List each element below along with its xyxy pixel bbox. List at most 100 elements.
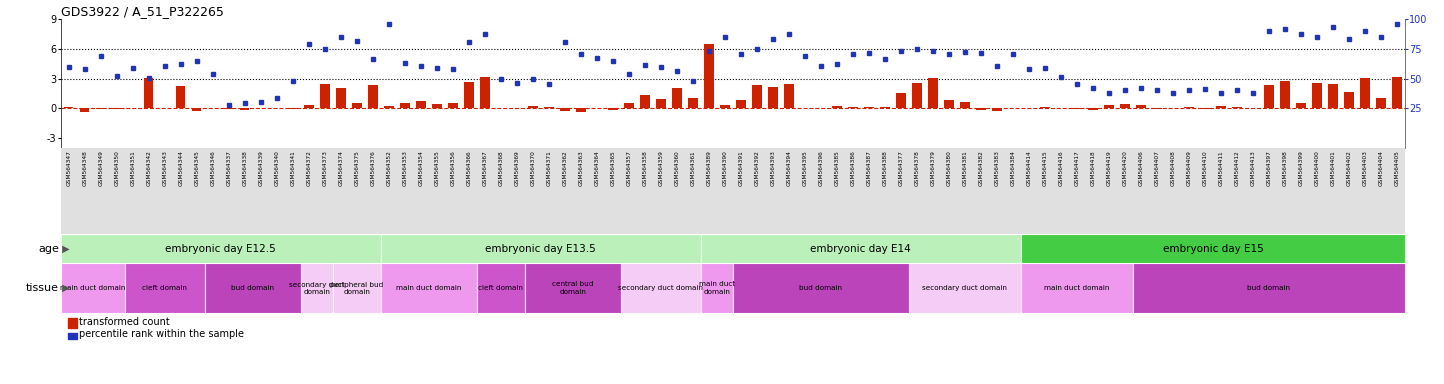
- Text: secondary duct domain: secondary duct domain: [618, 285, 703, 291]
- Text: GSM564401: GSM564401: [1330, 151, 1336, 186]
- Bar: [784, 84, 794, 108]
- Bar: [671, 88, 682, 108]
- Text: GSM564390: GSM564390: [722, 151, 728, 186]
- Text: GSM564337: GSM564337: [227, 151, 231, 186]
- Bar: [432, 104, 442, 108]
- Bar: [1134, 263, 1405, 313]
- Text: GSM564409: GSM564409: [1187, 151, 1191, 186]
- Bar: [205, 263, 300, 313]
- Text: GSM564361: GSM564361: [690, 151, 696, 186]
- Bar: [928, 78, 937, 108]
- Bar: [1200, 108, 1210, 109]
- Text: GSM564398: GSM564398: [1282, 151, 1288, 186]
- Text: GSM564402: GSM564402: [1346, 151, 1352, 186]
- Bar: [832, 106, 842, 108]
- Text: GSM564356: GSM564356: [451, 151, 455, 186]
- Text: GSM564340: GSM564340: [274, 151, 279, 186]
- Text: age: age: [39, 243, 59, 254]
- Text: GSM564358: GSM564358: [643, 151, 647, 186]
- Text: GSM564385: GSM564385: [835, 151, 839, 186]
- Text: GSM564357: GSM564357: [627, 151, 631, 186]
- Bar: [913, 83, 921, 108]
- Text: GSM564391: GSM564391: [738, 151, 744, 186]
- Text: GSM564395: GSM564395: [803, 151, 807, 186]
- Text: main duct
domain: main duct domain: [699, 281, 735, 295]
- Bar: [400, 103, 410, 108]
- Bar: [1071, 108, 1082, 109]
- Text: GSM564359: GSM564359: [658, 151, 663, 186]
- Text: GSM564365: GSM564365: [611, 151, 615, 186]
- Text: ▶: ▶: [59, 243, 69, 254]
- Text: GSM564338: GSM564338: [243, 151, 247, 186]
- Text: GSM564373: GSM564373: [322, 151, 328, 186]
- Text: GSM564366: GSM564366: [466, 151, 471, 186]
- Text: GSM564384: GSM564384: [1011, 151, 1015, 186]
- Text: GSM564369: GSM564369: [514, 151, 520, 186]
- Text: central bud
domain: central bud domain: [552, 281, 593, 295]
- Text: GSM564396: GSM564396: [819, 151, 823, 186]
- Text: GSM564414: GSM564414: [1027, 151, 1031, 186]
- Text: GSM564342: GSM564342: [146, 151, 152, 186]
- Text: GSM564353: GSM564353: [403, 151, 407, 186]
- Bar: [64, 107, 74, 108]
- Text: GSM564388: GSM564388: [882, 151, 888, 186]
- Text: GSM564355: GSM564355: [435, 151, 439, 186]
- Bar: [848, 107, 858, 108]
- Text: GSM564370: GSM564370: [530, 151, 536, 186]
- Bar: [1392, 76, 1402, 108]
- Text: embryonic day E14: embryonic day E14: [810, 243, 911, 254]
- Text: main duct domain: main duct domain: [1044, 285, 1109, 291]
- Bar: [1360, 78, 1370, 108]
- Bar: [1232, 107, 1242, 108]
- Text: secondary duct domain: secondary duct domain: [923, 285, 1008, 291]
- Bar: [700, 263, 732, 313]
- Text: embryonic day E12.5: embryonic day E12.5: [165, 243, 276, 254]
- Bar: [897, 93, 905, 108]
- Text: main duct domain: main duct domain: [396, 285, 462, 291]
- Text: GSM564403: GSM564403: [1363, 151, 1367, 186]
- Bar: [321, 84, 329, 108]
- Bar: [381, 263, 477, 313]
- Bar: [624, 103, 634, 108]
- Text: GSM564404: GSM564404: [1379, 151, 1383, 186]
- Text: GSM564380: GSM564380: [946, 151, 952, 186]
- Bar: [736, 100, 745, 108]
- Text: GSM564341: GSM564341: [290, 151, 295, 186]
- Text: GSM564387: GSM564387: [866, 151, 871, 186]
- Text: GSM564413: GSM564413: [1251, 151, 1255, 186]
- Bar: [368, 86, 377, 108]
- Text: peripheral bud
domain: peripheral bud domain: [331, 281, 383, 295]
- Bar: [1264, 86, 1274, 108]
- Text: GSM564383: GSM564383: [995, 151, 999, 186]
- Text: GSM564406: GSM564406: [1138, 151, 1144, 186]
- Bar: [524, 263, 621, 313]
- Bar: [656, 99, 666, 108]
- Text: GSM564416: GSM564416: [1058, 151, 1063, 186]
- Text: GSM564351: GSM564351: [130, 151, 136, 186]
- Bar: [1121, 104, 1129, 108]
- Text: GSM564381: GSM564381: [962, 151, 967, 186]
- Bar: [544, 107, 553, 108]
- Text: GSM564400: GSM564400: [1314, 151, 1320, 186]
- Bar: [381, 234, 700, 263]
- Text: transformed count: transformed count: [79, 317, 170, 327]
- Bar: [1040, 107, 1050, 108]
- Bar: [1021, 263, 1134, 313]
- Bar: [1105, 105, 1113, 108]
- Bar: [336, 88, 345, 108]
- Text: GSM564348: GSM564348: [82, 151, 87, 186]
- Bar: [176, 86, 185, 108]
- Bar: [992, 108, 1002, 111]
- Bar: [608, 108, 618, 110]
- Text: GSM564344: GSM564344: [178, 151, 183, 186]
- Bar: [352, 103, 361, 108]
- Text: GSM564417: GSM564417: [1074, 151, 1080, 186]
- Bar: [752, 86, 761, 108]
- Text: GSM564411: GSM564411: [1219, 151, 1223, 186]
- Bar: [111, 108, 121, 109]
- Bar: [976, 108, 986, 110]
- Text: bud domain: bud domain: [1248, 285, 1291, 291]
- Bar: [1281, 81, 1289, 108]
- Text: ▶: ▶: [59, 283, 69, 293]
- Bar: [477, 263, 524, 313]
